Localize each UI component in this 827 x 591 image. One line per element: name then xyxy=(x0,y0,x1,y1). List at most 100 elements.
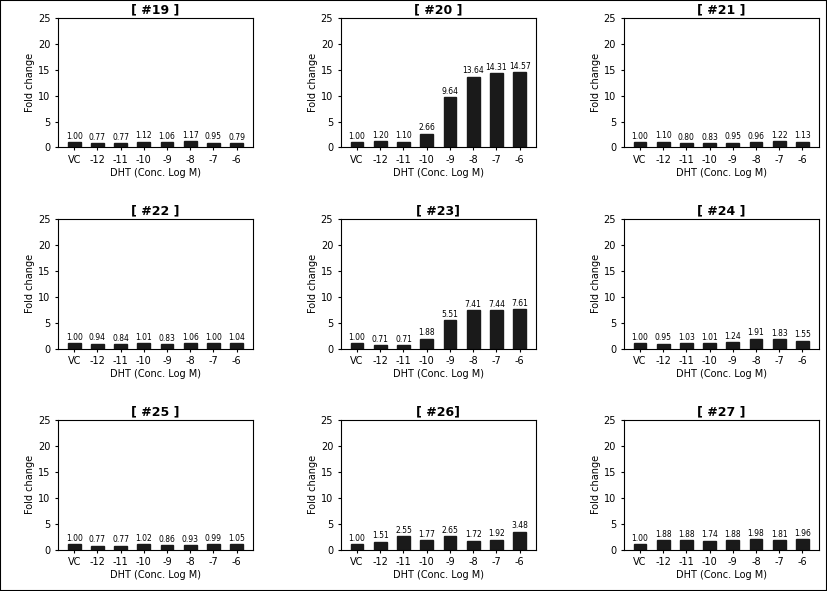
Text: 2.55: 2.55 xyxy=(395,526,412,535)
Bar xyxy=(68,142,80,148)
Text: 2.66: 2.66 xyxy=(418,124,435,132)
Text: 1.03: 1.03 xyxy=(678,333,695,342)
Bar xyxy=(137,343,151,349)
Text: 0.96: 0.96 xyxy=(748,132,764,141)
Title: [ #20 ]: [ #20 ] xyxy=(414,4,462,17)
Text: 1.51: 1.51 xyxy=(372,531,389,541)
Bar xyxy=(420,540,433,550)
Text: 1.77: 1.77 xyxy=(418,530,435,539)
Bar xyxy=(114,545,127,550)
Text: 0.84: 0.84 xyxy=(112,334,129,343)
Text: 1.06: 1.06 xyxy=(159,132,175,141)
Text: 7.61: 7.61 xyxy=(511,299,528,308)
Bar xyxy=(374,141,387,148)
Text: 1.72: 1.72 xyxy=(465,530,481,540)
Text: 0.77: 0.77 xyxy=(88,535,106,544)
Text: 1.00: 1.00 xyxy=(65,534,83,543)
Bar xyxy=(796,540,809,550)
X-axis label: DHT (Conc. Log M): DHT (Conc. Log M) xyxy=(110,570,201,580)
Title: [ #26]: [ #26] xyxy=(416,406,461,419)
Y-axis label: Fold change: Fold change xyxy=(308,455,318,514)
Bar xyxy=(397,142,410,148)
Bar xyxy=(726,142,739,148)
Text: 1.74: 1.74 xyxy=(701,530,718,540)
Y-axis label: Fold change: Fold change xyxy=(25,455,35,514)
Text: 1.02: 1.02 xyxy=(136,534,152,543)
Bar xyxy=(490,310,503,349)
Text: 0.94: 0.94 xyxy=(88,333,106,342)
Text: 0.83: 0.83 xyxy=(159,334,175,343)
Bar xyxy=(680,343,693,349)
Text: 1.81: 1.81 xyxy=(771,530,787,539)
Text: 0.95: 0.95 xyxy=(205,132,222,141)
Text: 1.88: 1.88 xyxy=(655,530,672,538)
Bar xyxy=(374,345,387,349)
Y-axis label: Fold change: Fold change xyxy=(25,254,35,313)
Bar xyxy=(397,537,410,550)
Text: 14.31: 14.31 xyxy=(485,63,507,72)
Text: 2.65: 2.65 xyxy=(442,525,458,535)
Text: 1.22: 1.22 xyxy=(771,131,787,140)
Text: 1.00: 1.00 xyxy=(349,333,366,342)
Bar xyxy=(114,344,127,349)
X-axis label: DHT (Conc. Log M): DHT (Conc. Log M) xyxy=(676,369,767,379)
Bar xyxy=(231,144,243,148)
Y-axis label: Fold change: Fold change xyxy=(308,254,318,313)
Bar xyxy=(773,141,786,148)
Bar xyxy=(137,142,151,148)
Y-axis label: Fold change: Fold change xyxy=(590,254,600,313)
Text: 1.00: 1.00 xyxy=(65,333,83,342)
Bar xyxy=(514,531,526,550)
Bar xyxy=(420,134,433,148)
Bar xyxy=(680,143,693,148)
Text: 1.96: 1.96 xyxy=(794,529,811,538)
Bar xyxy=(443,536,457,550)
Bar xyxy=(514,72,526,148)
Text: 9.64: 9.64 xyxy=(442,87,458,96)
Text: 0.77: 0.77 xyxy=(112,133,129,142)
Text: 7.44: 7.44 xyxy=(488,300,504,309)
Title: [ #27 ]: [ #27 ] xyxy=(697,406,745,419)
Bar xyxy=(466,77,480,148)
Text: 13.64: 13.64 xyxy=(462,66,484,76)
Text: 0.95: 0.95 xyxy=(724,132,741,141)
Bar xyxy=(633,142,646,148)
Text: 1.88: 1.88 xyxy=(678,530,695,538)
Text: 1.10: 1.10 xyxy=(395,131,412,141)
Bar xyxy=(68,544,80,550)
Bar xyxy=(351,544,363,550)
Text: 0.77: 0.77 xyxy=(88,133,106,142)
Bar xyxy=(443,320,457,349)
Bar xyxy=(633,343,646,349)
X-axis label: DHT (Conc. Log M): DHT (Conc. Log M) xyxy=(393,570,484,580)
Text: 1.00: 1.00 xyxy=(349,132,366,141)
Text: 0.71: 0.71 xyxy=(395,335,412,343)
Bar xyxy=(397,345,410,349)
Bar xyxy=(726,540,739,550)
Bar xyxy=(796,340,809,349)
Bar xyxy=(420,339,433,349)
Text: 1.24: 1.24 xyxy=(724,332,741,341)
Text: 0.86: 0.86 xyxy=(159,535,175,544)
Bar xyxy=(91,144,103,148)
Text: 1.00: 1.00 xyxy=(65,132,83,141)
Text: 0.77: 0.77 xyxy=(112,535,129,544)
Bar xyxy=(231,544,243,550)
Bar xyxy=(657,343,670,349)
Bar xyxy=(490,540,503,550)
Title: [ #23]: [ #23] xyxy=(416,204,461,217)
Bar xyxy=(351,343,363,349)
Text: 5.51: 5.51 xyxy=(442,310,458,319)
Text: 1.20: 1.20 xyxy=(372,131,389,140)
Bar xyxy=(91,344,103,349)
Text: 1.00: 1.00 xyxy=(349,534,366,543)
Bar xyxy=(91,545,103,550)
Bar xyxy=(773,339,786,349)
Title: [ #25 ]: [ #25 ] xyxy=(131,406,179,419)
Bar xyxy=(796,142,809,148)
Text: 1.55: 1.55 xyxy=(794,330,811,339)
Text: 1.10: 1.10 xyxy=(655,131,672,141)
Text: 1.00: 1.00 xyxy=(632,333,648,342)
Text: 0.71: 0.71 xyxy=(372,335,389,343)
Bar xyxy=(657,540,670,550)
